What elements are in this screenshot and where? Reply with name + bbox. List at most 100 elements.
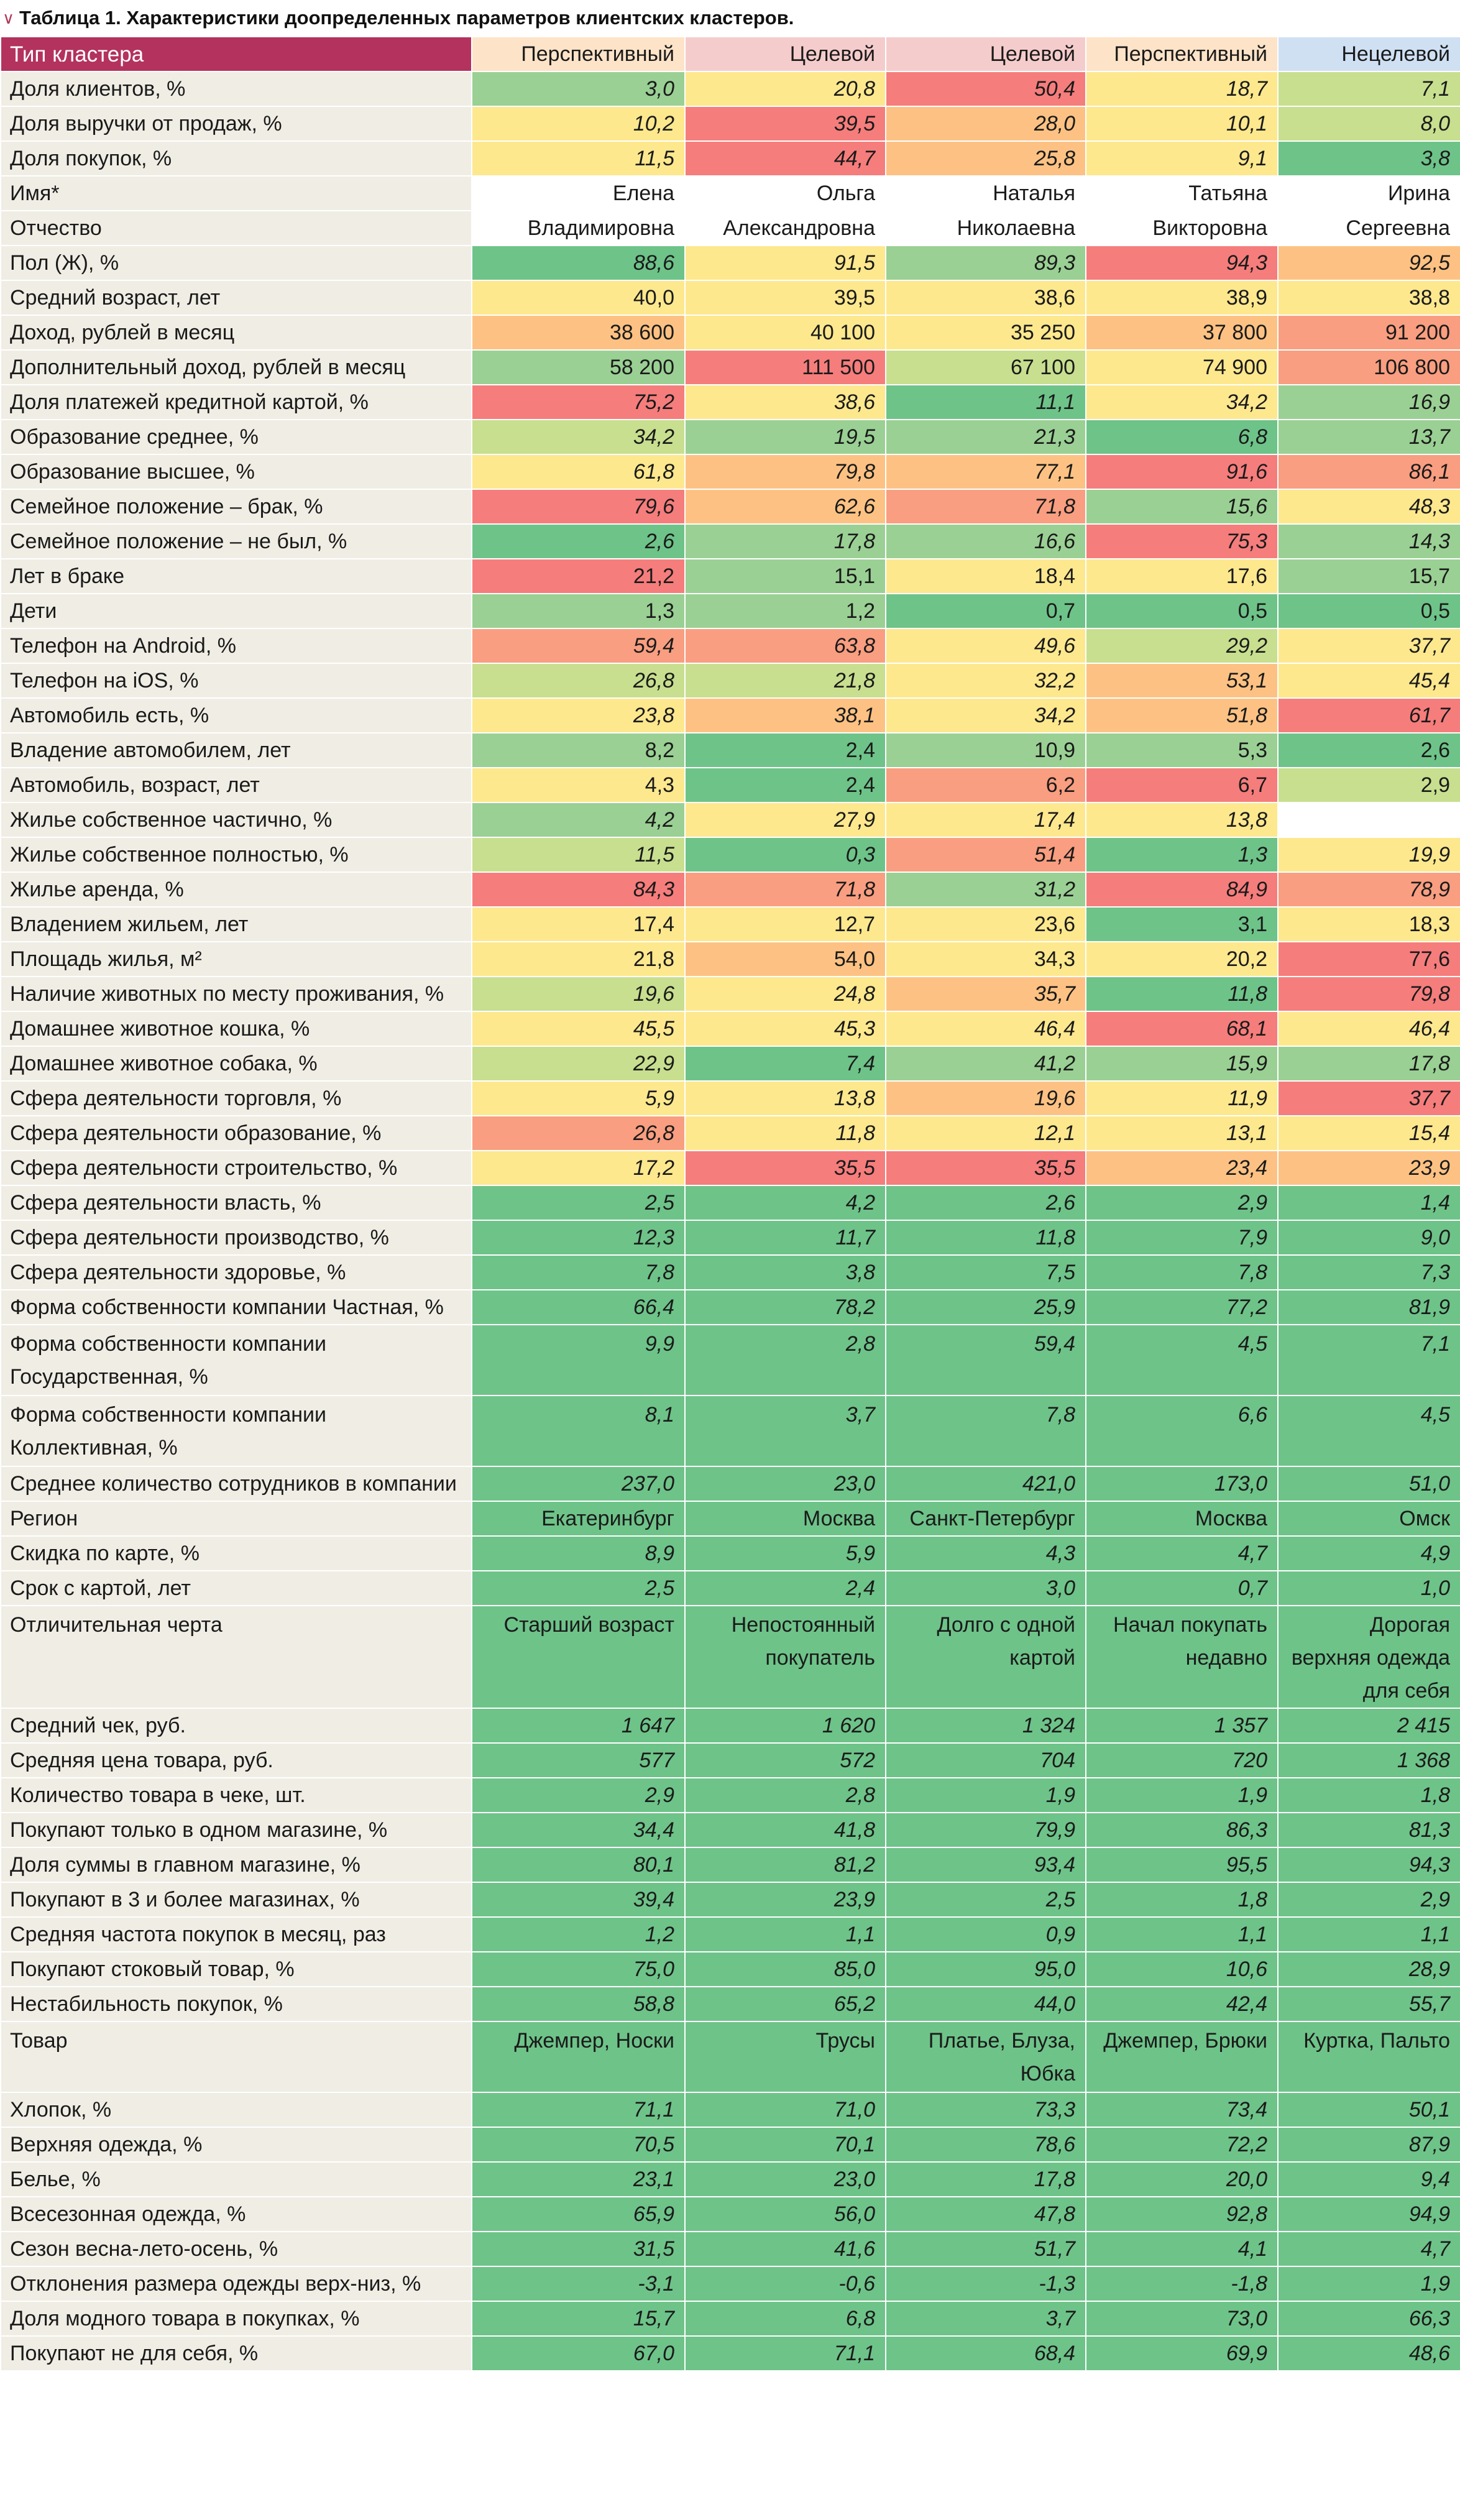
table-cell: 69,9 <box>1085 2335 1279 2371</box>
table-cell: 17,4 <box>471 906 686 942</box>
table-row: Покупают стоковый товар, % 75,0 85,0 95,0 10… <box>0 1951 1460 1987</box>
table-cell: 0,5 <box>1085 593 1279 629</box>
table-cell: 4,1 <box>1085 2231 1279 2267</box>
table-cell: Непостоянный покупатель <box>684 1605 886 1709</box>
table-row: Лет в браке 21,2 15,1 18,4 17,6 15,7 <box>0 558 1460 594</box>
table-cell: 87,9 <box>1277 2127 1460 2163</box>
table-cell: 44,7 <box>684 140 886 177</box>
table-cell: 4,3 <box>885 1535 1086 1571</box>
table-cell: 61,7 <box>1277 697 1460 733</box>
table-cell: 3,7 <box>885 2301 1086 2337</box>
table-row: Доля суммы в главном магазине, % 80,1 81,2… <box>0 1847 1460 1883</box>
row-label: Белье, % <box>0 2161 472 2197</box>
table-cell: 45,5 <box>471 1011 686 1047</box>
table-cell: 12,1 <box>885 1115 1086 1151</box>
table-cell: 1,9 <box>1085 1777 1279 1813</box>
table-cell: 39,5 <box>684 106 886 142</box>
table-row: Автомобиль, возраст, лет 4,3 2,4 6,2 6,7 2,9 <box>0 767 1460 803</box>
table-cell: 78,6 <box>885 2127 1086 2163</box>
row-label: Нестабильность покупок, % <box>0 1986 472 2022</box>
table-cell: 23,6 <box>885 906 1086 942</box>
cluster-type-header-3: Целевой <box>885 36 1086 72</box>
row-label: Сфера деятельности строительство, % <box>0 1150 472 1186</box>
table-cell: 51,8 <box>1085 697 1279 733</box>
table-cell: 41,2 <box>885 1046 1086 1082</box>
table-cell: 1 620 <box>684 1708 886 1744</box>
table-cell: 45,3 <box>684 1011 886 1047</box>
table-cell: 9,1 <box>1085 140 1279 177</box>
row-label: Дополнительный доход, рублей в месяц <box>0 349 472 385</box>
table-cell: 3,0 <box>885 1570 1086 1606</box>
table-cell: 66,3 <box>1277 2301 1460 2337</box>
table-cell: 15,6 <box>1085 489 1279 525</box>
table-cell: 11,5 <box>471 837 686 873</box>
table-cell: 81,9 <box>1277 1289 1460 1325</box>
row-label: Сфера деятельности производство, % <box>0 1220 472 1256</box>
table-cell: 8,1 <box>471 1395 686 1467</box>
table-cell: 3,8 <box>1277 140 1460 177</box>
table-cell: 13,1 <box>1085 1115 1279 1151</box>
table-cell: 6,2 <box>885 767 1086 803</box>
table-row: Дети 1,3 1,2 0,7 0,5 0,5 <box>0 593 1460 629</box>
table-cell: 75,2 <box>471 384 686 420</box>
table-cell: 81,3 <box>1277 1812 1460 1848</box>
table-cell: 2,4 <box>684 732 886 768</box>
table-cell: 84,3 <box>471 871 686 908</box>
table-row: Пол (Ж), % 88,6 91,5 89,3 94,3 92,5 <box>0 245 1460 281</box>
caption-text: Таблица 1. Характеристики доопределенных… <box>19 7 794 29</box>
table-cell: 19,9 <box>1277 837 1460 873</box>
collapse-chevron-icon[interactable]: ∨ <box>2 8 15 27</box>
table-cell: 17,8 <box>684 523 886 559</box>
table-cell: Татьяна <box>1085 175 1279 211</box>
table-cell: 17,4 <box>885 802 1086 838</box>
table-cell: 79,8 <box>684 454 886 490</box>
table-cell: Москва <box>684 1501 886 1537</box>
table-cell: 81,2 <box>684 1847 886 1883</box>
row-label: Владением жильем, лет <box>0 906 472 942</box>
table-cell: Начал покупать недавно <box>1085 1605 1279 1709</box>
table-cell: 1,9 <box>885 1777 1086 1813</box>
table-row: Образование среднее, % 34,2 19,5 21,3 6,8 13,… <box>0 419 1460 455</box>
table-body: Тип кластера Перспективный Целевой Целевой П… <box>0 36 1460 2371</box>
table-cell: 80,1 <box>471 1847 686 1883</box>
table-cell: 77,6 <box>1277 941 1460 977</box>
table-cell: 78,2 <box>684 1289 886 1325</box>
row-label: Товар <box>0 2021 472 2093</box>
table-cell: 12,3 <box>471 1220 686 1256</box>
table-cell: 23,4 <box>1085 1150 1279 1186</box>
row-label: Отклонения размера одежды верх-низ, % <box>0 2266 472 2302</box>
table-cell: 72,2 <box>1085 2127 1279 2163</box>
table-row: Всесезонная одежда, % 65,9 56,0 47,8 92,8 94,… <box>0 2196 1460 2232</box>
table-cell: 31,5 <box>471 2231 686 2267</box>
table-cell: 2,8 <box>684 1324 886 1396</box>
table-row: Количество товара в чеке, шт. 2,9 2,8 1,9 1,… <box>0 1777 1460 1813</box>
table-row: Доход, рублей в месяц 38 600 40 100 35 250 3… <box>0 315 1460 351</box>
table-cell: 11,8 <box>885 1220 1086 1256</box>
table-cell: 34,2 <box>471 419 686 455</box>
table-cell: Трусы <box>684 2021 886 2093</box>
row-label: Сезон весна-лето-осень, % <box>0 2231 472 2267</box>
table-row: Телефон на iOS, % 26,8 21,8 32,2 53,1 45,4 <box>0 663 1460 699</box>
table-cell: 0,9 <box>885 1916 1086 1952</box>
table-cell: 173,0 <box>1085 1466 1279 1502</box>
table-cell: Куртка, Пальто <box>1277 2021 1460 2093</box>
table-row: Площадь жилья, м² 21,8 54,0 34,3 20,2 77,6 <box>0 941 1460 977</box>
row-label: Отчество <box>0 210 472 246</box>
row-label: Жилье аренда, % <box>0 871 472 908</box>
row-label: Лет в браке <box>0 558 472 594</box>
table-cell: 17,2 <box>471 1150 686 1186</box>
row-label: Телефон на iOS, % <box>0 663 472 699</box>
table-cell: 7,1 <box>1277 1324 1460 1396</box>
table-cell: 35,5 <box>684 1150 886 1186</box>
table-row: Домашнее животное собака, % 22,9 7,4 41,2 15… <box>0 1046 1460 1082</box>
table-cell: 49,6 <box>885 628 1086 664</box>
table-cell: 1,9 <box>1277 2266 1460 2302</box>
table-cell: 12,7 <box>684 906 886 942</box>
table-cell: 71,1 <box>684 2335 886 2371</box>
table-cell: 704 <box>885 1742 1086 1778</box>
table-row: Покупают только в одном магазине, % 34,4 4… <box>0 1812 1460 1848</box>
table-cell: Долго с одной картой <box>885 1605 1086 1709</box>
row-label: Хлопок, % <box>0 2092 472 2128</box>
row-label: Дети <box>0 593 472 629</box>
table-cell: 94,3 <box>1277 1847 1460 1883</box>
